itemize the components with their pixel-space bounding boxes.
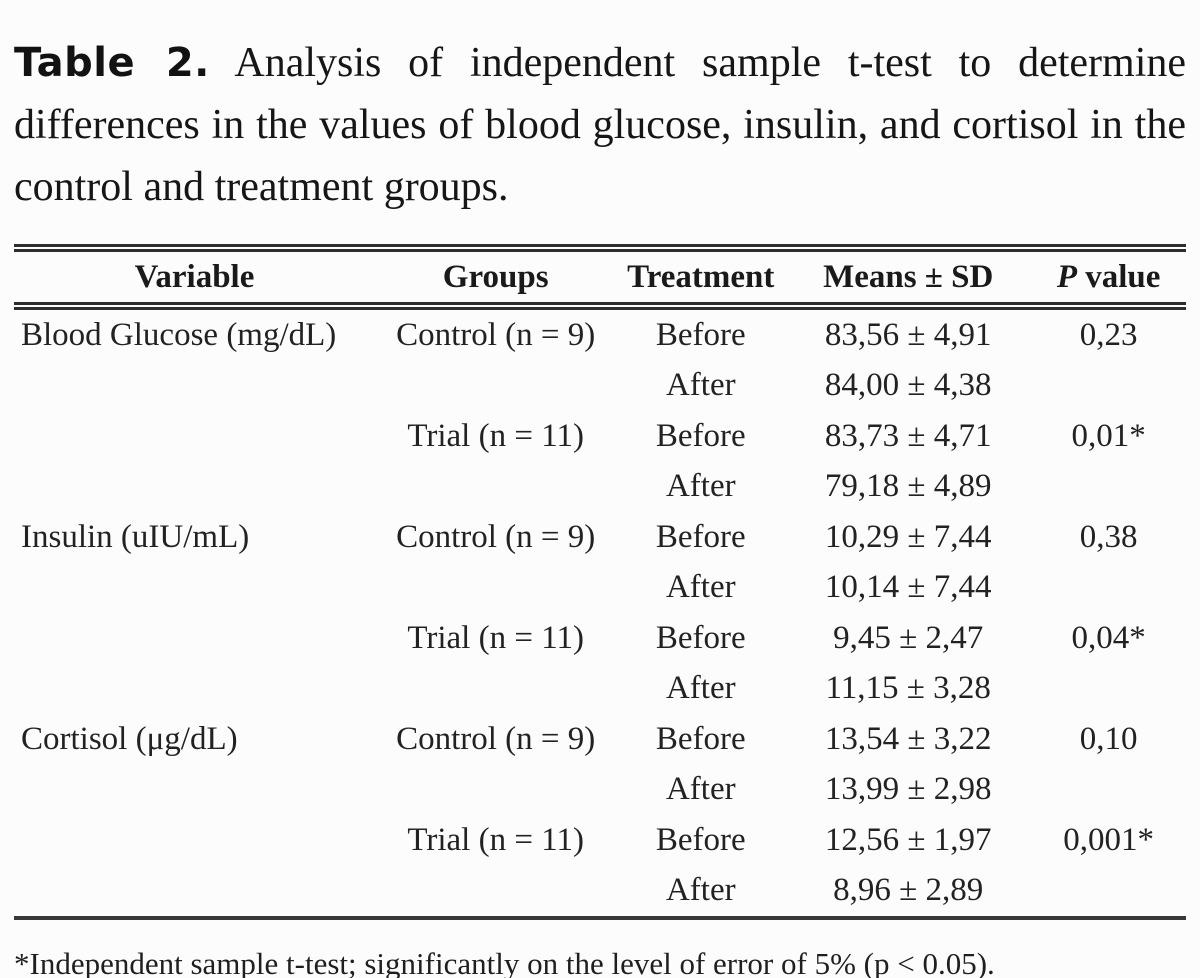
- cell-group: [375, 765, 616, 816]
- cell-mean-sd: 13,99 ± 2,98: [824, 771, 992, 808]
- cell-variable: [14, 411, 375, 462]
- table-caption-text: Analysis of independent sample t-test to…: [14, 40, 1187, 210]
- column-header-means-sd: Means ± SD: [785, 248, 1032, 310]
- cell-p-value: 0,38: [1079, 518, 1138, 555]
- column-header-treatment: Treatment: [616, 248, 786, 310]
- cell-variable: [14, 866, 375, 919]
- cell-mean-sd: 10,29 ± 7,44: [824, 518, 992, 555]
- table-row: After 8,96 ± 2,89: [14, 866, 1186, 919]
- table-body: Blood Glucose (mg/dL) Control (n = 9) Be…: [14, 306, 1186, 918]
- table-row: After 79,18 ± 4,89: [14, 462, 1186, 513]
- results-table: Variable Groups Treatment Means ± SD P v…: [14, 244, 1186, 920]
- cell-group: [375, 866, 616, 919]
- cell-variable: Insulin (uIU/mL): [21, 518, 250, 555]
- cell-p-value: 0,001*: [1063, 821, 1154, 858]
- table-row: Insulin (uIU/mL) Control (n = 9) Before …: [14, 512, 1186, 563]
- header-row: Variable Groups Treatment Means ± SD P v…: [14, 248, 1186, 310]
- cell-treatment: After: [665, 670, 736, 707]
- cell-treatment: Before: [655, 316, 746, 353]
- cell-group: Trial (n = 11): [407, 821, 584, 858]
- column-header-variable: Variable: [14, 248, 375, 310]
- cell-mean-sd: 13,54 ± 3,22: [824, 720, 992, 757]
- cell-treatment: Before: [655, 417, 746, 454]
- cell-group: Trial (n = 11): [407, 619, 584, 656]
- cell-p-value: [1031, 664, 1186, 715]
- cell-mean-sd: 84,00 ± 4,38: [824, 367, 992, 404]
- cell-treatment: Before: [655, 518, 746, 555]
- cell-p-value: [1031, 765, 1186, 816]
- cell-mean-sd: 11,15 ± 3,28: [825, 670, 991, 707]
- cell-variable: [14, 664, 375, 715]
- cell-treatment: After: [665, 367, 736, 404]
- cell-p-value: [1031, 361, 1186, 412]
- table-row: Trial (n = 11) Before 9,45 ± 2,47 0,04*: [14, 613, 1186, 664]
- table-row: Blood Glucose (mg/dL) Control (n = 9) Be…: [14, 306, 1186, 361]
- cell-variable: [14, 765, 375, 816]
- cell-treatment: Before: [655, 720, 746, 757]
- cell-treatment: After: [665, 872, 736, 909]
- cell-treatment: After: [665, 468, 736, 505]
- cell-p-value: 0,23: [1079, 316, 1138, 353]
- cell-group: [375, 563, 616, 614]
- table-caption: Table 2. Analysis of independent sample …: [14, 32, 1186, 218]
- cell-treatment: After: [665, 771, 736, 808]
- cell-variable: [14, 563, 375, 614]
- cell-treatment: Before: [655, 619, 746, 656]
- cell-variable: [14, 361, 375, 412]
- cell-p-value: 0,10: [1079, 720, 1138, 757]
- cell-mean-sd: 83,73 ± 4,71: [824, 417, 992, 454]
- cell-p-value: [1031, 462, 1186, 513]
- cell-variable: [14, 613, 375, 664]
- cell-mean-sd: 79,18 ± 4,89: [824, 468, 992, 505]
- table-row: Cortisol (μg/dL) Control (n = 9) Before …: [14, 714, 1186, 765]
- cell-group: Control (n = 9): [396, 518, 596, 555]
- cell-variable: [14, 815, 375, 866]
- cell-mean-sd: 9,45 ± 2,47: [833, 619, 984, 656]
- cell-treatment: Before: [655, 821, 746, 858]
- cell-mean-sd: 83,56 ± 4,91: [824, 316, 992, 353]
- cell-mean-sd: 12,56 ± 1,97: [824, 821, 992, 858]
- cell-group: Trial (n = 11): [407, 417, 584, 454]
- cell-group: Control (n = 9): [396, 720, 596, 757]
- cell-p-value: [1031, 866, 1186, 919]
- table-caption-label: Table 2.: [14, 40, 210, 86]
- table-header: Variable Groups Treatment Means ± SD P v…: [14, 248, 1186, 310]
- cell-treatment: After: [665, 569, 736, 606]
- table-row: After 84,00 ± 4,38: [14, 361, 1186, 412]
- table-row: Trial (n = 11) Before 83,73 ± 4,71 0,01*: [14, 411, 1186, 462]
- cell-variable: [14, 462, 375, 513]
- cell-group: [375, 462, 616, 513]
- cell-p-value: 0,04*: [1071, 619, 1146, 656]
- cell-group: [375, 664, 616, 715]
- cell-group: [375, 361, 616, 412]
- column-header-p-value: P value: [1031, 248, 1186, 310]
- cell-mean-sd: 8,96 ± 2,89: [833, 872, 984, 909]
- table-row: After 13,99 ± 2,98: [14, 765, 1186, 816]
- cell-mean-sd: 10,14 ± 7,44: [824, 569, 992, 606]
- table-row: Trial (n = 11) Before 12,56 ± 1,97 0,001…: [14, 815, 1186, 866]
- cell-p-value: [1031, 563, 1186, 614]
- cell-variable: Cortisol (μg/dL): [21, 720, 238, 757]
- cell-p-value: 0,01*: [1071, 417, 1146, 454]
- column-header-groups: Groups: [374, 248, 617, 310]
- cell-variable: Blood Glucose (mg/dL): [21, 316, 337, 353]
- cell-group: Control (n = 9): [396, 316, 596, 353]
- table-row: After 11,15 ± 3,28: [14, 664, 1186, 715]
- table-footnote: *Independent sample t-test; significantl…: [14, 946, 995, 978]
- table-row: After 10,14 ± 7,44: [14, 563, 1186, 614]
